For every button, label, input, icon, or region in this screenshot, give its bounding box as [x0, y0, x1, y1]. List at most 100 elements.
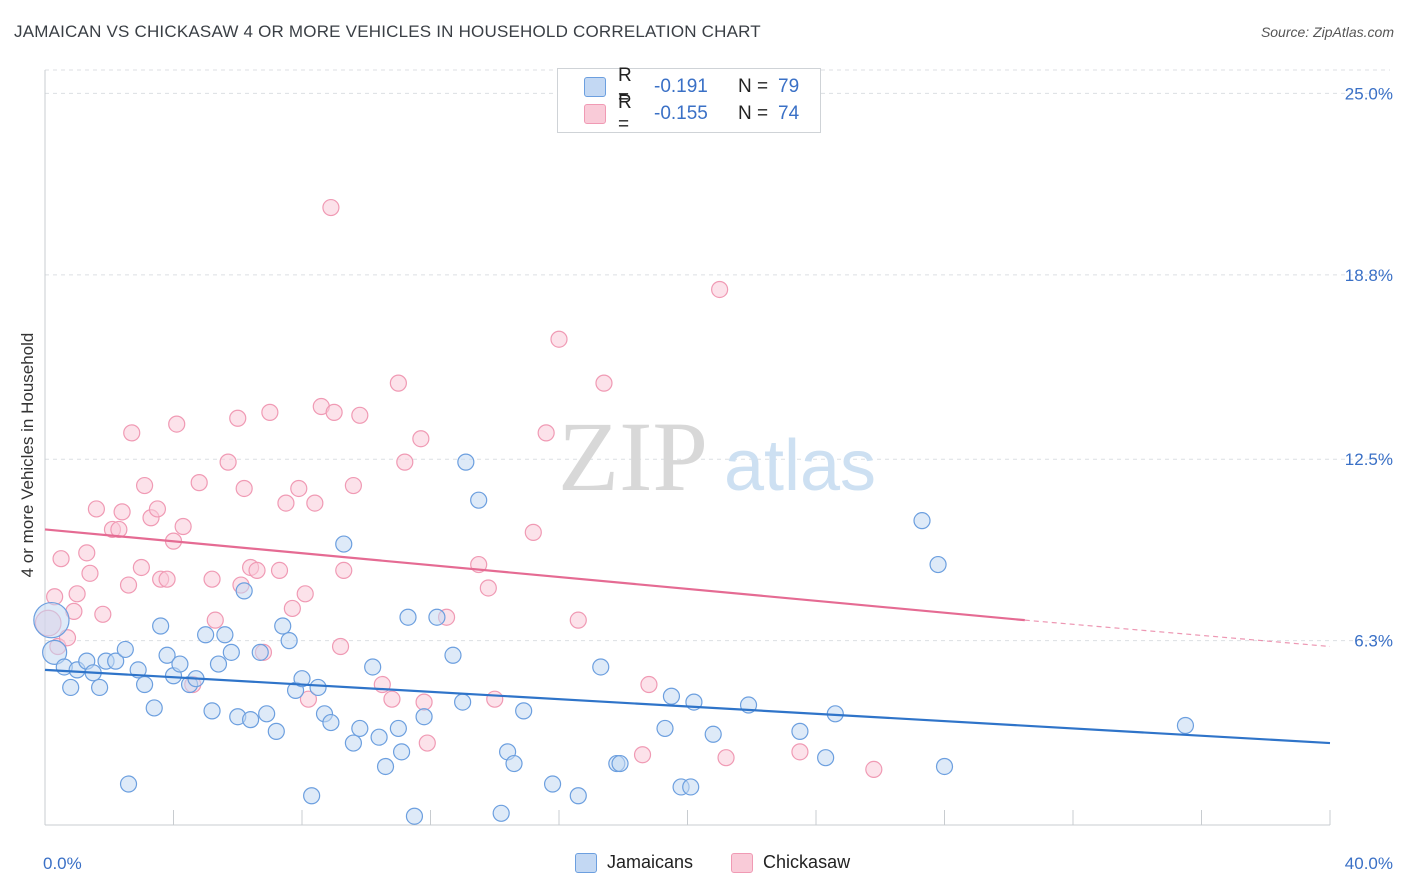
legend-n-label: N =	[738, 76, 769, 97]
chickasaw-point	[148, 500, 167, 518]
jamaican-point	[152, 617, 170, 635]
jamaican-point	[335, 535, 353, 553]
x-tick-label: 40.0%	[1345, 854, 1393, 873]
chickasaw-point	[261, 403, 279, 421]
jamaican-point	[216, 626, 234, 644]
chickasaw-point	[524, 523, 542, 541]
jamaican-point	[913, 512, 931, 530]
legend-n-value: 79	[778, 76, 800, 97]
legend-r-label: R =	[618, 65, 632, 108]
jamaican-point	[399, 608, 417, 626]
jamaican-point	[322, 713, 340, 732]
axes	[44, 70, 1331, 826]
legend-n-value: 74	[778, 103, 800, 124]
chickasaw-point	[277, 494, 295, 512]
jamaican-point	[171, 655, 189, 673]
chickasaw-point	[415, 693, 433, 711]
chickasaw-point	[168, 415, 186, 433]
chickasaw-point	[87, 500, 106, 518]
jamaican-point	[197, 626, 215, 644]
tick-labels: 6.3% 12.5% 18.8% 25.0% 0.0% 40.0%	[43, 84, 1393, 873]
chickasaw-point	[640, 675, 658, 694]
jamaican-point	[656, 719, 674, 738]
chickasaw-point	[325, 403, 343, 421]
jamaican-point	[107, 652, 125, 670]
bottom-legend-swatch-jamaicans	[575, 852, 597, 873]
bottom-legend-swatch-chickasaw	[731, 852, 754, 873]
jamaican-point	[258, 705, 276, 723]
data-points	[33, 198, 1195, 825]
chickasaw-point	[389, 374, 407, 392]
legend-swatch-chickasaw	[584, 104, 606, 124]
jamaican-point	[242, 711, 260, 729]
jamaican-point	[817, 749, 835, 767]
chickasaw-point	[418, 734, 436, 752]
jamaican-point	[415, 708, 433, 726]
chickasaw-point	[68, 585, 86, 603]
chickasaw-point	[270, 561, 289, 580]
jamaican-point	[682, 778, 700, 796]
chickasaw-point	[229, 409, 247, 427]
jamaican-point	[569, 787, 587, 805]
chickasaw-point	[331, 637, 350, 656]
chickasaw-point	[383, 690, 401, 708]
chickasaw-point	[81, 564, 99, 582]
jamaican-point	[492, 804, 510, 822]
jamaican-point	[344, 734, 362, 752]
chickasaw-point	[322, 198, 340, 217]
jamaican-point	[929, 555, 947, 574]
chickasaw-point	[174, 517, 192, 536]
jamaican-point	[33, 601, 70, 639]
chart-title: JAMAICAN VS CHICKASAW 4 OR MORE VEHICLES…	[14, 22, 761, 41]
watermark: ZIP atlas	[558, 401, 876, 512]
chickasaw-point	[132, 558, 150, 577]
chickasaw-point	[569, 611, 587, 629]
chickasaw-point	[633, 746, 652, 764]
jamaican-point	[274, 617, 292, 635]
chickasaw-point	[290, 479, 308, 498]
chickasaw-point	[206, 611, 224, 629]
chickasaw-point	[791, 743, 809, 761]
legend-r-value: -0.155	[654, 103, 708, 124]
jamaican-point	[392, 743, 411, 761]
jamaican-point	[405, 807, 424, 825]
jamaican-point	[119, 775, 138, 793]
jamaican-point	[543, 775, 562, 793]
jamaican-point	[662, 687, 681, 705]
jamaican-point	[364, 658, 382, 676]
jamaican-point	[280, 632, 298, 650]
chickasaw-point	[479, 579, 497, 597]
chickasaw-point	[219, 453, 237, 471]
jamaican-point	[135, 675, 154, 694]
jamaican-point	[935, 757, 954, 776]
chickasaw-point	[306, 494, 324, 512]
jamaican-point	[428, 608, 446, 626]
jamaican-point	[293, 670, 311, 688]
chickasaw-point	[711, 280, 729, 299]
legend-row-chickasaw: R = -0.155 N = 74	[584, 92, 800, 135]
chart-source: Source: ZipAtlas.com	[1260, 24, 1394, 40]
y-tick-label: 18.8%	[1345, 266, 1393, 285]
gridlines	[45, 69, 1390, 642]
jamaican-point	[222, 643, 240, 661]
bottom-legend-jamaicans: Jamaicans	[575, 852, 693, 873]
chickasaw-point	[351, 406, 369, 424]
legend-n-label: N =	[738, 103, 769, 124]
jamaican-point	[454, 693, 472, 711]
jamaican-point	[203, 702, 221, 720]
jamaican-point	[251, 643, 269, 661]
chickasaw-point	[717, 749, 735, 767]
chickasaw-point	[248, 561, 266, 580]
jamaican-point	[704, 725, 722, 743]
chickasaw-point	[344, 476, 362, 495]
jamaican-point	[592, 658, 610, 676]
trend-line-jamaicans	[44, 668, 1331, 745]
chickasaw-point	[296, 585, 314, 603]
jamaican-point	[370, 728, 388, 746]
bottom-legend-chickasaw: Chickasaw	[731, 852, 850, 873]
chickasaw-point	[412, 430, 430, 448]
chickasaw-point	[113, 503, 131, 521]
chickasaw-point	[486, 690, 504, 708]
jamaican-point	[389, 719, 407, 738]
